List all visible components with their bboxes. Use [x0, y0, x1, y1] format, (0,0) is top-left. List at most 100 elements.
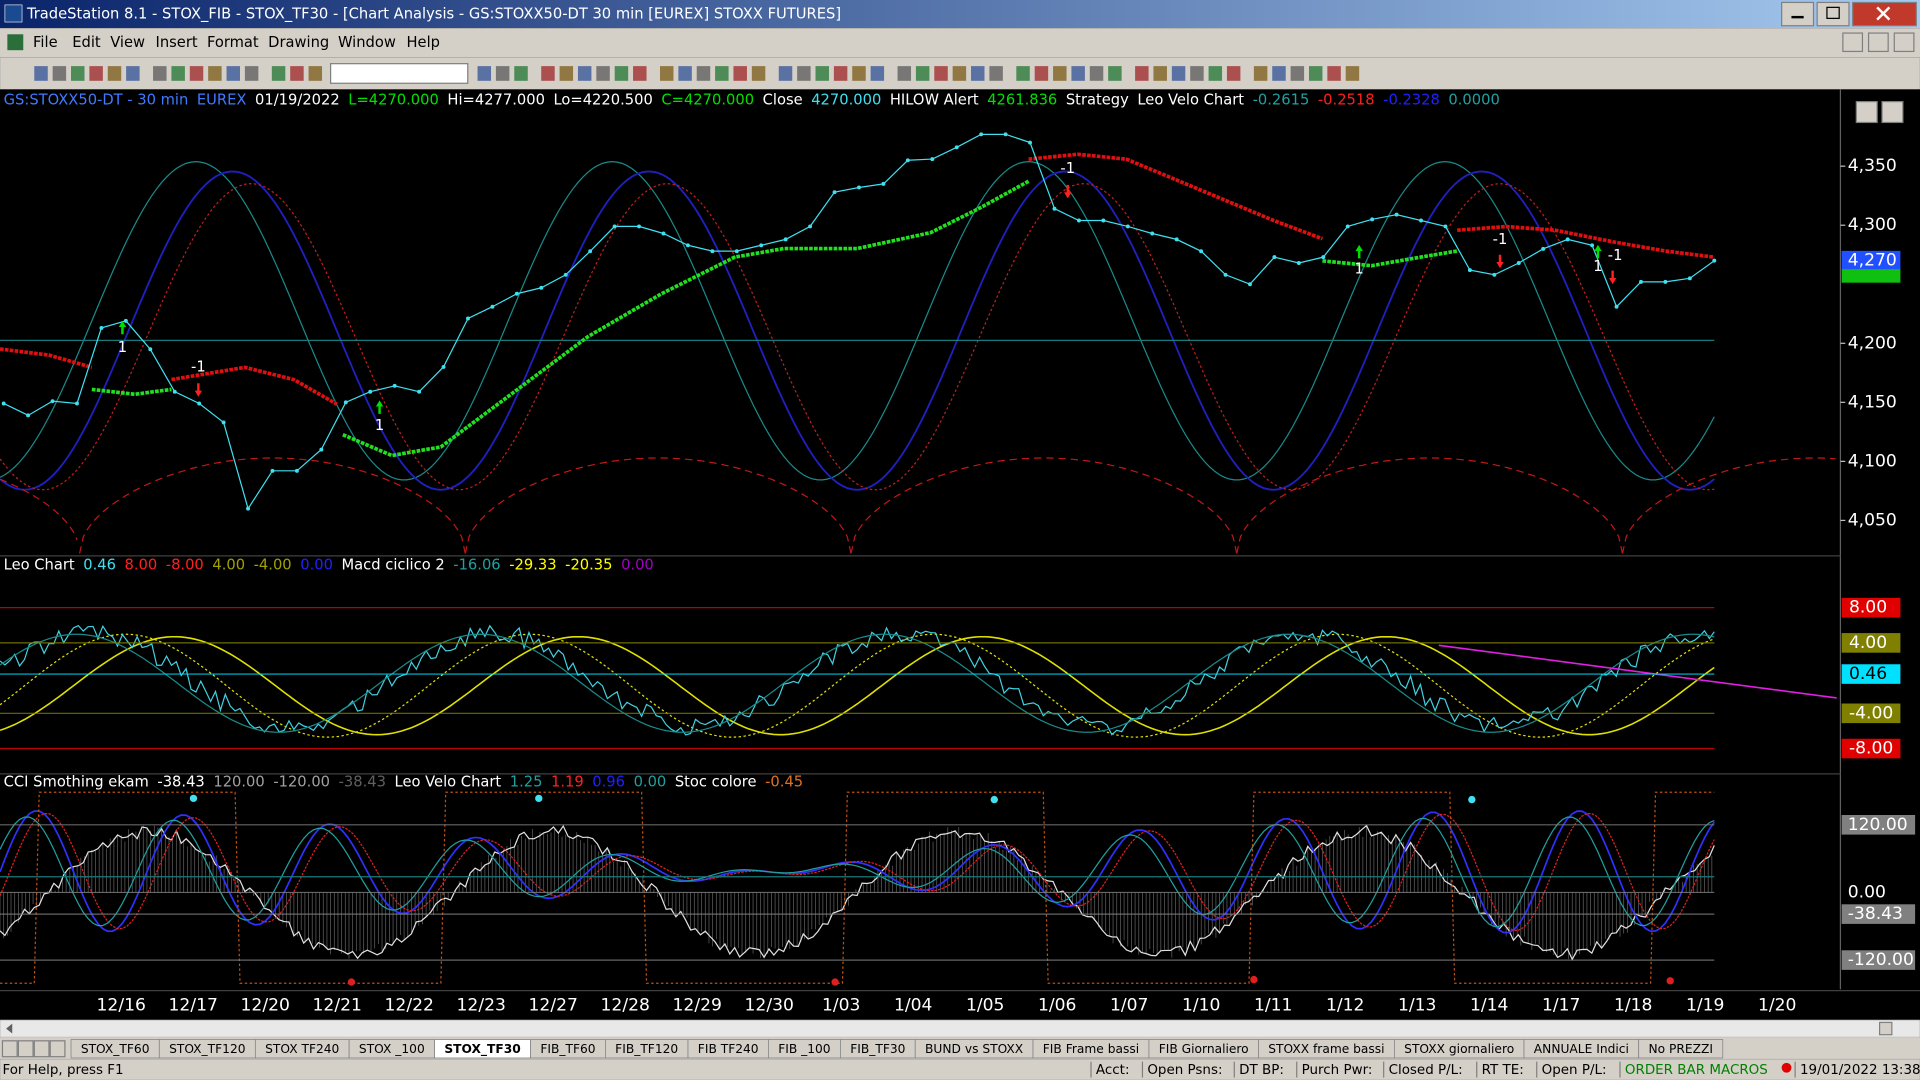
tab[interactable]: STOX TF240: [254, 1039, 350, 1059]
tab-nav-next[interactable]: [33, 1040, 50, 1058]
menu-item[interactable]: Window: [338, 34, 396, 51]
scroll-left[interactable]: [6, 1023, 13, 1034]
toolbar-button[interactable]: [1226, 66, 1241, 81]
tab[interactable]: No PREZZI: [1638, 1039, 1724, 1059]
toolbar-button[interactable]: [1345, 66, 1360, 81]
toolbar-button[interactable]: [189, 66, 204, 81]
toolbar-button[interactable]: [1190, 66, 1204, 81]
toolbar-button[interactable]: [778, 66, 793, 81]
tab[interactable]: FIB TF240: [687, 1039, 769, 1059]
toolbar-button[interactable]: [226, 66, 240, 81]
toolbar-button[interactable]: [153, 66, 167, 81]
toolbar-button[interactable]: [126, 66, 140, 81]
pane-button[interactable]: [1881, 101, 1904, 124]
toolbar-button[interactable]: [833, 66, 848, 81]
tab-nav-first[interactable]: [1, 1040, 18, 1058]
tab[interactable]: STOX _100: [348, 1039, 435, 1059]
toolbar-button[interactable]: [715, 66, 729, 81]
toolbar-button[interactable]: [34, 66, 48, 81]
toolbar-button[interactable]: [1153, 66, 1167, 81]
toolbar-button[interactable]: [52, 66, 67, 81]
menu-item[interactable]: File: [33, 34, 58, 51]
toolbar-button[interactable]: [1071, 66, 1085, 81]
toolbar-button[interactable]: [1272, 66, 1286, 81]
toolbar-button[interactable]: [1171, 66, 1186, 81]
toolbar-button[interactable]: [733, 66, 747, 81]
tab-nav-prev[interactable]: [17, 1040, 34, 1058]
horizontal-scrollbar[interactable]: [0, 1019, 1920, 1038]
toolbar-button[interactable]: [290, 66, 304, 81]
toolbar-button[interactable]: [577, 66, 592, 81]
toolbar-button[interactable]: [989, 66, 1003, 81]
toolbar-button[interactable]: [1108, 66, 1122, 81]
toolbar-button[interactable]: [1208, 66, 1223, 81]
pane-button[interactable]: [1855, 101, 1878, 124]
tab[interactable]: FIB_TF30: [840, 1039, 916, 1059]
toolbar-button[interactable]: [596, 66, 610, 81]
toolbar-button[interactable]: [107, 66, 122, 81]
toolbar-button[interactable]: [1290, 66, 1305, 81]
toolbar-button[interactable]: [71, 66, 85, 81]
tab[interactable]: STOX_TF60: [70, 1039, 160, 1059]
toolbar-button[interactable]: [897, 66, 912, 81]
tab[interactable]: FIB_TF60: [530, 1039, 606, 1059]
menu-item[interactable]: View: [110, 34, 145, 51]
toolbar-button[interactable]: [1135, 66, 1149, 81]
toolbar-button[interactable]: [1016, 66, 1030, 81]
toolbar-button[interactable]: [915, 66, 930, 81]
minimize-button[interactable]: [1781, 1, 1815, 27]
toolbar-button[interactable]: [244, 66, 259, 81]
toolbar-button[interactable]: [1034, 66, 1049, 81]
toolbar-button[interactable]: [271, 66, 286, 81]
menu-item[interactable]: Insert: [156, 34, 198, 51]
toolbar-button[interactable]: [559, 66, 574, 81]
toolbar-button[interactable]: [751, 66, 766, 81]
mdi-restore[interactable]: [1867, 32, 1889, 53]
toolbar-button[interactable]: [1253, 66, 1268, 81]
scroll-thumb[interactable]: [1878, 1021, 1893, 1036]
tab[interactable]: STOX_TF120: [158, 1039, 256, 1059]
toolbar-button[interactable]: [870, 66, 885, 81]
mdi-minimize[interactable]: [1842, 32, 1864, 53]
tab[interactable]: STOXX giornaliero: [1394, 1039, 1525, 1059]
tab[interactable]: FIB _100: [768, 1039, 841, 1059]
toolbar-button[interactable]: [815, 66, 829, 81]
menu-item[interactable]: Help: [407, 34, 440, 51]
menu-item[interactable]: Drawing: [268, 34, 329, 51]
menu-item[interactable]: Format: [207, 34, 259, 51]
tab[interactable]: FIB Frame bassi: [1032, 1039, 1150, 1059]
mdi-close[interactable]: [1893, 32, 1915, 53]
tab[interactable]: FIB Giornaliero: [1148, 1039, 1259, 1059]
toolbar-button[interactable]: [541, 66, 555, 81]
toolbar-button[interactable]: [852, 66, 866, 81]
toolbar-button[interactable]: [171, 66, 185, 81]
toolbar-button[interactable]: [614, 66, 629, 81]
toolbar-button[interactable]: [208, 66, 222, 81]
toolbar-button[interactable]: [660, 66, 674, 81]
tab[interactable]: STOXX frame bassi: [1258, 1039, 1395, 1059]
toolbar-button[interactable]: [971, 66, 985, 81]
toolbar-button[interactable]: [1053, 66, 1067, 81]
tab[interactable]: ANNUALE Indici: [1523, 1039, 1640, 1059]
tab-nav-last[interactable]: [49, 1040, 66, 1058]
toolbar-button[interactable]: [678, 66, 692, 81]
symbol-combobox[interactable]: [330, 63, 469, 84]
menu-item[interactable]: Edit: [72, 34, 101, 51]
toolbar-button[interactable]: [952, 66, 967, 81]
toolbar-button[interactable]: [797, 66, 811, 81]
toolbar-button[interactable]: [1327, 66, 1341, 81]
toolbar-button[interactable]: [477, 66, 492, 81]
tab[interactable]: FIB_TF120: [605, 1039, 689, 1059]
toolbar-button[interactable]: [633, 66, 647, 81]
toolbar-button[interactable]: [1308, 66, 1323, 81]
toolbar-button[interactable]: [495, 66, 510, 81]
restore-button[interactable]: [1816, 1, 1850, 27]
toolbar-button[interactable]: [1089, 66, 1104, 81]
toolbar-button[interactable]: [696, 66, 711, 81]
tab[interactable]: BUND vs STOXX: [914, 1039, 1034, 1059]
toolbar-button[interactable]: [308, 66, 323, 81]
toolbar-button[interactable]: [514, 66, 528, 81]
toolbar-button[interactable]: [934, 66, 948, 81]
tab[interactable]: STOX_TF30: [434, 1039, 531, 1059]
toolbar-button[interactable]: [89, 66, 103, 81]
